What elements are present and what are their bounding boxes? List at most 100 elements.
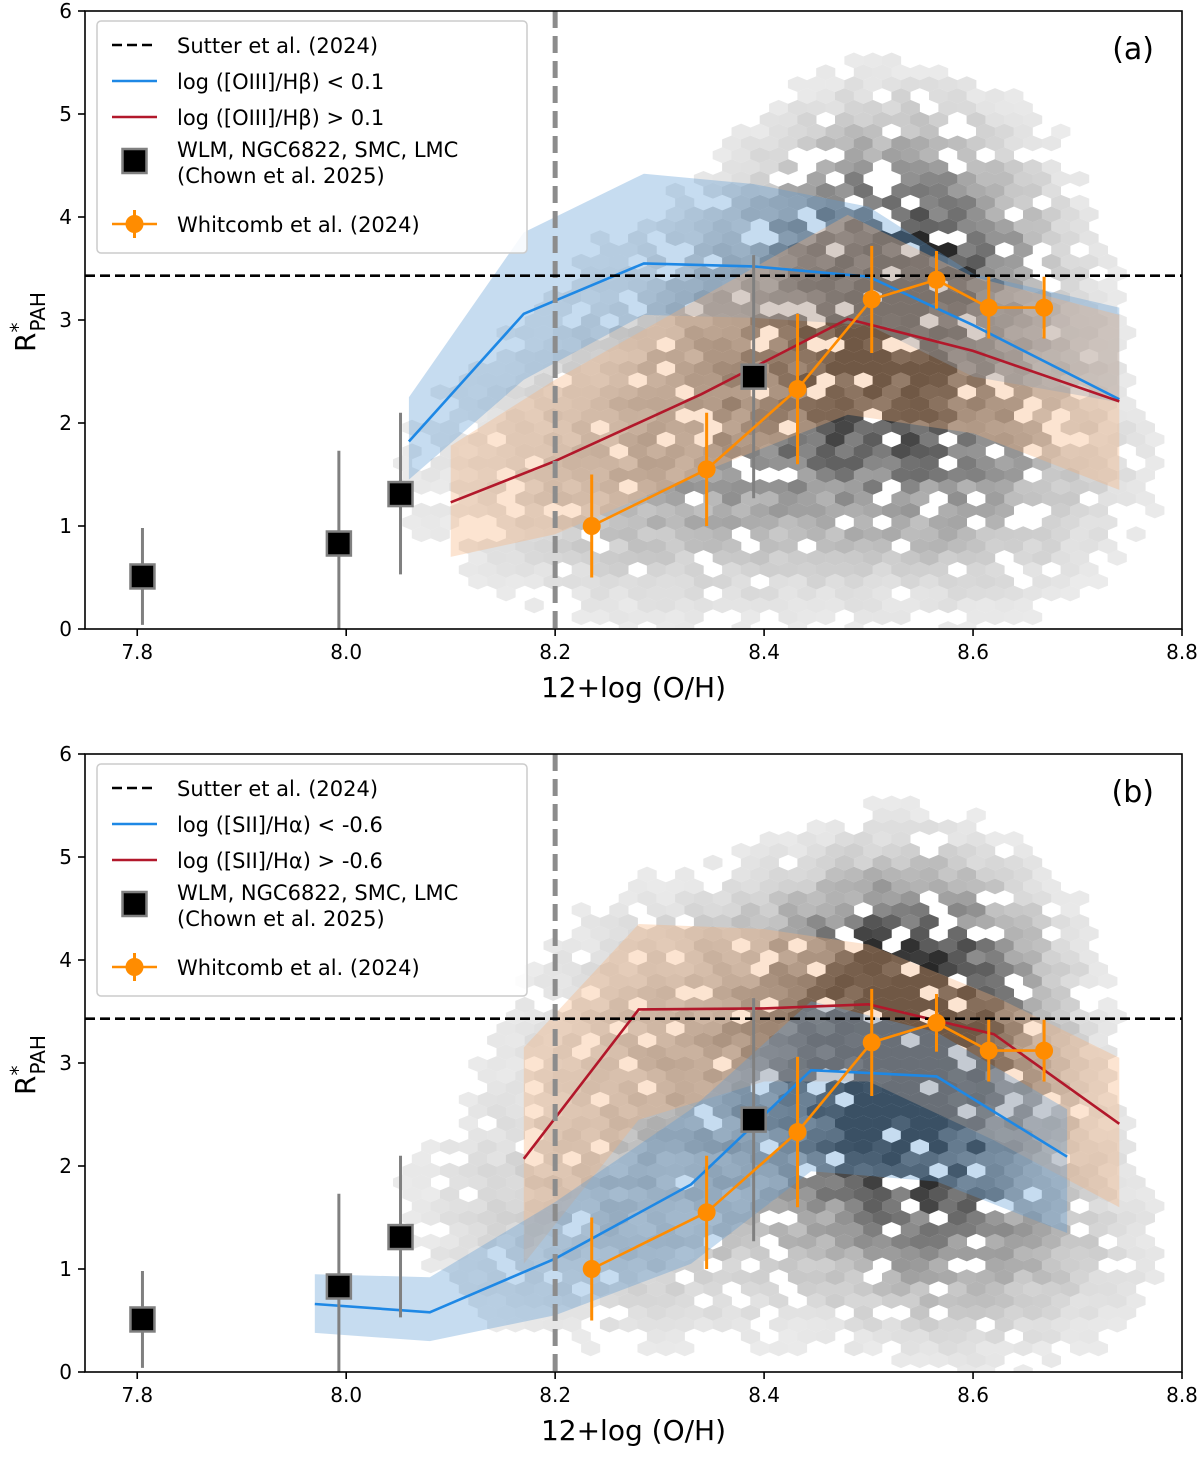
panel-b-hexbin <box>787 890 808 907</box>
panel-a-hexbin <box>919 123 939 140</box>
panel-b-hexbin <box>590 925 610 942</box>
panel-a-hexbin <box>882 194 902 211</box>
panel-a-hexbin <box>853 348 873 365</box>
panel-b-hexbin <box>722 949 742 966</box>
panel-b-hexbin <box>552 1186 572 1203</box>
panel-b-hexbin <box>599 1150 620 1167</box>
panel-b-y-tick-label: 2 <box>59 1154 72 1178</box>
panel-b-hexbin <box>1060 1233 1080 1250</box>
panel-b-hexbin <box>562 1293 582 1309</box>
panel-b-hexbin <box>1041 1233 1061 1250</box>
panel-b-hexbin <box>599 1032 620 1049</box>
panel-b-hexbin <box>524 1174 544 1191</box>
panel-b-hexbin <box>487 1032 507 1049</box>
panel-b-hexbin <box>957 890 977 907</box>
panel-a-hexbin <box>1060 253 1080 270</box>
panel-a-hexbin <box>985 111 1005 128</box>
panel-a-hexbin <box>806 526 826 543</box>
panel-b-hexbin <box>581 937 601 954</box>
panel-b-hexbin <box>835 1020 855 1037</box>
panel-a-hexbin <box>693 597 714 614</box>
panel-a-hexbin <box>515 538 535 554</box>
panel-b-hexbin <box>816 1281 836 1297</box>
panel-a-hexbin <box>1013 526 1033 543</box>
panel-b-hexbin <box>853 1257 873 1274</box>
panel-b-hexbin <box>515 1304 535 1321</box>
panel-b-hexbin <box>1098 1186 1118 1203</box>
panel-b-hexbin <box>599 1174 620 1191</box>
panel-b-hexbin <box>477 1257 497 1274</box>
panel-b-hexbin <box>1023 973 1043 989</box>
panel-a-hexbin <box>806 99 826 116</box>
panel-a-hexbin <box>787 76 808 92</box>
panel-b-hexbin <box>797 878 817 895</box>
panel-a-hexbin <box>900 76 920 92</box>
panel-a-hexbin <box>976 526 996 543</box>
panel-b-hexbin <box>957 1008 977 1025</box>
panel-b-hexbin <box>891 1257 911 1274</box>
panel-a-hexbin <box>816 301 836 318</box>
panel-b-hexbin <box>1023 1328 1043 1345</box>
panel-b-hexbin <box>910 1233 930 1250</box>
panel-a-hexbin <box>693 265 714 282</box>
panel-a-hexbin <box>731 147 751 164</box>
panel-b-hexbin <box>1041 1257 1061 1274</box>
panel-b-hexbin <box>994 1340 1014 1357</box>
panel-b-hexbin <box>882 1150 902 1167</box>
panel-a-hexbin <box>421 514 441 531</box>
panel-a-hexbin <box>628 490 648 507</box>
panel-b-hexbin <box>599 937 620 954</box>
panel-a-hexbin <box>1023 111 1043 128</box>
panel-a-hexbin <box>863 479 883 495</box>
panel-b-hexbin <box>515 1020 535 1037</box>
panel-a-legend-entry: Sutter et al. (2024) <box>112 34 378 58</box>
panel-a-hexbin <box>1013 99 1033 116</box>
panel-b-y-tick-label: 1 <box>59 1257 72 1281</box>
panel-b-whitcomb-point <box>788 1056 807 1208</box>
panel-a-hexbin <box>693 573 714 590</box>
panel-a-hexbin <box>947 253 967 270</box>
panel-b-hexbin <box>684 1091 704 1108</box>
panel-a-hexbin <box>628 514 648 531</box>
panel-b-hexbin <box>1013 1269 1033 1286</box>
panel-a-hexbin <box>1032 526 1052 543</box>
panel-b-hexbin <box>1023 1257 1043 1274</box>
panel-a-hexbin <box>1041 348 1061 365</box>
panel-a-hexbin <box>759 538 779 554</box>
panel-b-hexbin <box>487 1174 507 1191</box>
panel-b-hexbin <box>731 1032 751 1049</box>
panel-a-hexbin <box>496 396 516 412</box>
panel-b-hexbin <box>1060 925 1080 942</box>
panel-a-legend-label-line2: (Chown et al. 2025) <box>177 164 385 188</box>
panel-a-hexbin <box>552 514 572 531</box>
panel-b-series-line-0 <box>522 1002 1121 1160</box>
panel-a-hexbin <box>665 372 685 389</box>
panel-b-hexbin <box>750 890 770 907</box>
panel-b-hexbin <box>1070 1340 1090 1357</box>
panel-b-hexbin <box>806 1127 826 1143</box>
panel-a-hexbin <box>1032 455 1052 472</box>
panel-a-hexbin <box>1013 384 1033 400</box>
panel-a-hexbin <box>458 561 478 578</box>
panel-b-hexbin <box>769 842 789 859</box>
panel-b-hexbin <box>985 1304 1005 1321</box>
panel-a-hexbin <box>966 253 986 270</box>
panel-a-hexbin <box>947 348 967 365</box>
panel-b-hexbin <box>985 1115 1005 1132</box>
panel-b-hexbin <box>1023 1304 1043 1321</box>
panel-a-hexbin <box>731 550 751 566</box>
panel-a-hexbin <box>1004 135 1024 152</box>
panel-a-hexbin <box>853 419 873 436</box>
panel-b-hexbin <box>882 1293 902 1309</box>
panel-b-hexbin <box>825 1293 845 1309</box>
panel-a-hexbin <box>863 76 883 92</box>
panel-b-legend-entry: log ([SII]/Hα) < -0.6 <box>112 813 383 837</box>
panel-a-hexbin <box>684 372 704 389</box>
panel-a-hexbin <box>599 289 620 306</box>
panel-a-hexbin <box>712 384 732 400</box>
panel-a-hexbin <box>524 573 544 590</box>
panel-a-series-line-1 <box>450 317 1120 504</box>
panel-b-hexbin <box>957 1127 977 1143</box>
panel-a-hexbin <box>825 289 845 306</box>
panel-b-legend-entry: Sutter et al. (2024) <box>112 777 378 801</box>
